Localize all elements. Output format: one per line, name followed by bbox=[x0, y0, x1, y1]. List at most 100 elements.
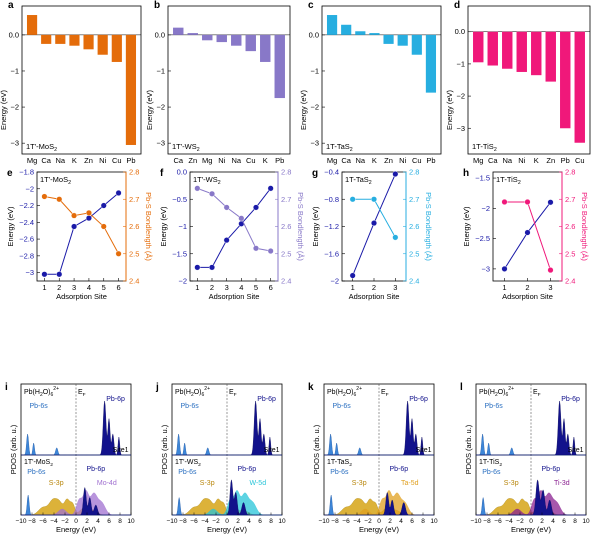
category-label: Cu bbox=[112, 156, 122, 165]
x-tick-label: −8 bbox=[483, 518, 491, 525]
panel-letter: c bbox=[308, 0, 314, 11]
data-point bbox=[238, 215, 245, 222]
bar bbox=[97, 34, 108, 55]
category-label: Ni bbox=[99, 156, 106, 165]
material-label: 1T'-MoS2 bbox=[26, 142, 57, 153]
x-tick-label: 2 bbox=[372, 283, 376, 292]
fermi-label-main: E bbox=[229, 389, 234, 396]
bar bbox=[383, 34, 394, 44]
y2-axis-label: Pb-S Bondlength (Å) bbox=[580, 192, 589, 261]
complex-label-part: 6 bbox=[506, 392, 509, 398]
panel-letter: e bbox=[7, 168, 13, 179]
y-axis-label: Energy (eV) bbox=[159, 206, 168, 247]
y-tick-label: −3 bbox=[156, 139, 165, 148]
y-tick-label: 0.0 bbox=[155, 30, 165, 39]
s3p-label: S-3p bbox=[504, 480, 519, 487]
x-axis-label: Energy (eV) bbox=[207, 525, 248, 534]
y-axis-label: Energy (eV) bbox=[445, 89, 454, 130]
y2-tick-label: 2.6 bbox=[129, 222, 139, 231]
complex-label-part: Pb(H bbox=[327, 389, 343, 396]
complex-label-part: 2 bbox=[191, 392, 194, 398]
data-point bbox=[267, 185, 274, 192]
data-point bbox=[100, 202, 107, 209]
category-label: Ca bbox=[41, 156, 51, 165]
x-tick-label: 3 bbox=[548, 283, 552, 292]
y-tick-label: −2 bbox=[178, 277, 187, 286]
material-label-main: 1T'-WS bbox=[172, 142, 197, 151]
category-label: K bbox=[72, 156, 77, 165]
y2-tick-label: 2.4 bbox=[409, 277, 419, 286]
pb6p-top-label: Pb-6p bbox=[106, 396, 125, 403]
y-tick-label: −2 bbox=[481, 204, 490, 213]
fermi-label: EF bbox=[78, 389, 86, 398]
line-panel-frame bbox=[492, 171, 563, 282]
data-point bbox=[85, 209, 92, 216]
bar bbox=[326, 15, 338, 35]
bar-panel-frame bbox=[167, 5, 291, 155]
x-tick-label: 6 bbox=[562, 518, 566, 525]
pb6s-bottom-label: Pb-6s bbox=[330, 469, 349, 476]
category-label: Pb bbox=[426, 156, 435, 165]
material-label-main: 1T'-MoS bbox=[24, 459, 51, 466]
category-label: Zn bbox=[384, 156, 393, 165]
x-tick-label: −10 bbox=[318, 518, 329, 525]
data-point bbox=[194, 185, 201, 192]
material-label-sub: 2 bbox=[54, 147, 57, 153]
complex-label-part: 2 bbox=[495, 392, 498, 398]
y-tick-label: 0.0 bbox=[455, 27, 465, 36]
x-tick-label: 6 bbox=[258, 518, 262, 525]
fermi-label-main: E bbox=[78, 389, 83, 396]
material-label-main: 1T-TiS bbox=[496, 175, 518, 184]
y-tick-label: −0.5 bbox=[172, 195, 187, 204]
material-label: 1T'-MoS2 bbox=[40, 175, 71, 186]
complex-label: Pb(H2O)62+ bbox=[327, 386, 362, 398]
panel-letter: l bbox=[460, 382, 463, 393]
y-tick-label: −2 bbox=[10, 103, 19, 112]
bar bbox=[341, 24, 352, 35]
y-tick-label: −1.2 bbox=[324, 222, 339, 231]
y2-tick-label: 2.6 bbox=[281, 222, 291, 231]
bar bbox=[260, 34, 271, 62]
complex-label-part: Pb(H bbox=[175, 389, 191, 396]
data-point bbox=[194, 264, 201, 271]
x-tick-label: −2 bbox=[364, 518, 372, 525]
pdos-pb6p-bottom bbox=[324, 491, 434, 516]
y2-tick-label: 2.8 bbox=[565, 168, 575, 177]
bar-panel-frame bbox=[467, 5, 591, 155]
metal-d-label: W-5d bbox=[249, 480, 266, 487]
data-point bbox=[56, 196, 63, 203]
data-point bbox=[71, 212, 78, 219]
data-point bbox=[547, 199, 554, 206]
complex-label-part: 6 bbox=[202, 392, 205, 398]
x-tick-label: 4 bbox=[551, 518, 555, 525]
category-label: Pb bbox=[275, 156, 284, 165]
x-axis-label: Adsorption Site bbox=[502, 292, 553, 301]
bar bbox=[516, 31, 527, 72]
data-point bbox=[71, 223, 78, 230]
x-tick-label: 2 bbox=[236, 518, 240, 525]
y-tick-label: 0.0 bbox=[177, 168, 187, 177]
y-axis-label: Energy (eV) bbox=[299, 89, 308, 130]
complex-label-part: 2+ bbox=[508, 386, 514, 392]
bar bbox=[55, 34, 66, 44]
bar bbox=[397, 34, 408, 46]
pdos-pb6p-bottom bbox=[476, 479, 586, 516]
x-tick-label: 4 bbox=[96, 518, 100, 525]
y-tick-label: −2.4 bbox=[19, 218, 34, 227]
y-tick-label: −3 bbox=[481, 264, 490, 273]
data-point bbox=[252, 245, 259, 252]
bar bbox=[425, 34, 437, 93]
x-tick-label: 8 bbox=[118, 518, 122, 525]
y-tick-label: −1.5 bbox=[475, 174, 490, 183]
y-tick-label: −1 bbox=[156, 66, 165, 75]
bar-panel-frame bbox=[321, 5, 442, 155]
pb6p-top-label: Pb-6p bbox=[257, 396, 276, 403]
complex-label-part: O) bbox=[43, 389, 51, 396]
y-tick-label: −0.8 bbox=[324, 195, 339, 204]
y2-tick-label: 2.6 bbox=[565, 222, 575, 231]
data-point bbox=[349, 196, 356, 203]
data-point bbox=[547, 267, 554, 274]
x-tick-label: 0 bbox=[377, 518, 381, 525]
material-label-main: 1T'-MoS bbox=[26, 142, 54, 151]
